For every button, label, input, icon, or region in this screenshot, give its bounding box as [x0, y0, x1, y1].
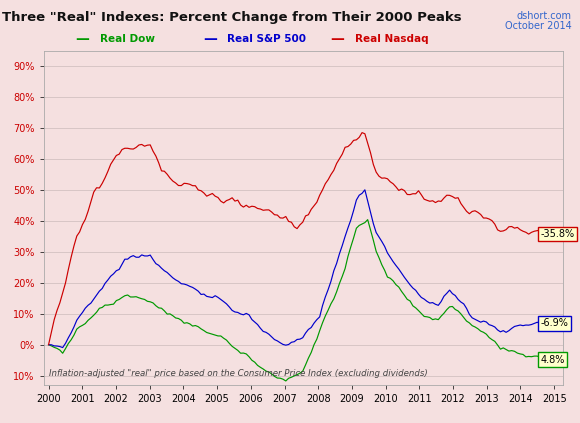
Text: October 2014: October 2014	[505, 21, 571, 31]
Text: -6.9%: -6.9%	[541, 319, 568, 328]
Text: Real Nasdaq: Real Nasdaq	[355, 34, 429, 44]
Text: Real Dow: Real Dow	[100, 34, 155, 44]
Text: -35.8%: -35.8%	[541, 229, 575, 239]
Text: 4.8%: 4.8%	[541, 354, 565, 365]
Text: Real S&P 500: Real S&P 500	[227, 34, 306, 44]
Text: dshort.com: dshort.com	[516, 11, 571, 21]
Text: —: —	[331, 32, 345, 46]
Text: —: —	[75, 32, 89, 46]
Text: Three "Real" Indexes: Percent Change from Their 2000 Peaks: Three "Real" Indexes: Percent Change fro…	[2, 11, 462, 24]
Text: —: —	[203, 32, 217, 46]
Text: Inflation-adjusted "real" price based on the Consumer Price Index (excluding div: Inflation-adjusted "real" price based on…	[49, 369, 427, 378]
